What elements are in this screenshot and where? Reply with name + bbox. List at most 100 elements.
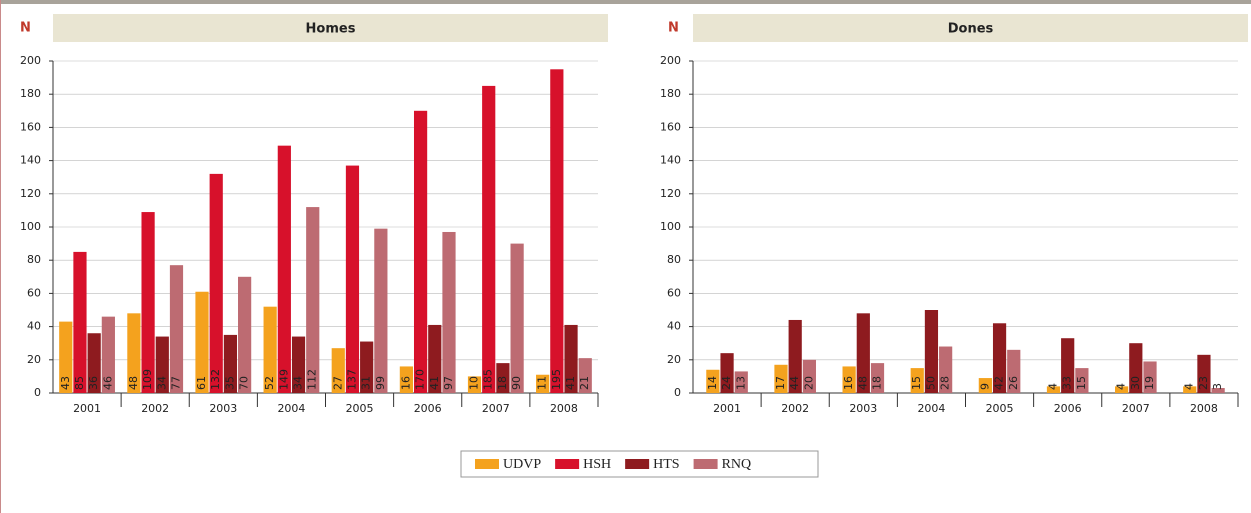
- y-tick-label: 60: [27, 286, 41, 299]
- bar: [374, 228, 388, 393]
- value-label: 109: [141, 369, 154, 390]
- y-tick-label: 0: [34, 386, 41, 399]
- y-tick-label: 180: [660, 87, 681, 100]
- legend-swatch: [475, 459, 499, 469]
- y-tick-label: 0: [674, 386, 681, 399]
- x-tick-label: 2002: [141, 402, 169, 415]
- bar: [306, 207, 320, 393]
- value-label: 137: [345, 369, 358, 390]
- value-label: 61: [195, 376, 208, 390]
- value-label: 48: [856, 376, 869, 390]
- value-label: 18: [496, 376, 509, 390]
- bar: [550, 69, 564, 394]
- legend-label: HSH: [583, 457, 611, 472]
- bar: [870, 363, 885, 393]
- axis-symbol: N: [20, 21, 31, 36]
- y-tick-label: 40: [27, 320, 41, 333]
- value-label: 30: [1129, 376, 1142, 390]
- value-label: 34: [155, 376, 168, 390]
- value-label: 97: [442, 376, 455, 390]
- value-label: 13: [734, 376, 747, 390]
- bar: [482, 85, 496, 394]
- bar: [788, 319, 802, 393]
- value-label: 34: [292, 376, 305, 390]
- bar: [195, 291, 209, 393]
- bar: [856, 313, 870, 393]
- bar: [442, 231, 456, 393]
- x-tick-label: 2007: [482, 402, 510, 415]
- bar: [331, 348, 345, 393]
- value-label: 44: [788, 376, 801, 390]
- legend-label: RNQ: [722, 457, 752, 472]
- y-tick-label: 200: [660, 54, 681, 67]
- top-bar: [0, 0, 1251, 4]
- bar: [345, 165, 360, 393]
- bar: [978, 378, 992, 393]
- value-label: 9: [978, 383, 991, 390]
- value-label: 27: [331, 376, 344, 390]
- value-label: 185: [482, 369, 495, 390]
- x-tick-label: 2002: [781, 402, 809, 415]
- x-tick-label: 2004: [277, 402, 305, 415]
- bar: [399, 366, 413, 393]
- bar: [496, 363, 510, 393]
- y-tick-label: 120: [660, 187, 681, 200]
- value-label: 28: [939, 376, 952, 390]
- y-tick-label: 100: [660, 220, 681, 233]
- bar: [1129, 343, 1143, 393]
- bar: [706, 369, 720, 393]
- y-tick-label: 160: [20, 120, 41, 133]
- value-label: 15: [910, 376, 923, 390]
- bar: [924, 310, 939, 393]
- x-tick-label: 2007: [1122, 402, 1150, 415]
- value-label: 26: [1007, 376, 1020, 390]
- x-tick-label: 2006: [414, 402, 442, 415]
- value-label: 36: [87, 376, 100, 390]
- value-label: 41: [564, 376, 577, 390]
- bar: [1211, 388, 1225, 393]
- value-label: 10: [468, 376, 481, 390]
- value-label: 46: [101, 376, 114, 390]
- x-tick-label: 2005: [346, 402, 374, 415]
- value-label: 70: [238, 376, 251, 390]
- bar: [209, 173, 223, 393]
- bar: [536, 374, 550, 393]
- value-label: 18: [871, 376, 884, 390]
- y-tick-label: 180: [20, 87, 41, 100]
- x-tick-label: 2008: [1190, 402, 1218, 415]
- value-label: 170: [414, 369, 427, 390]
- value-label: 17: [774, 376, 787, 390]
- bar: [1007, 349, 1021, 393]
- value-label: 24: [720, 376, 733, 390]
- value-label: 3: [1211, 383, 1224, 390]
- value-label: 4: [1183, 383, 1196, 390]
- value-label: 132: [209, 369, 222, 390]
- bar: [169, 265, 184, 393]
- value-label: 33: [1061, 376, 1074, 390]
- bar: [1046, 386, 1061, 393]
- title-box: [693, 14, 1248, 42]
- bar: [428, 324, 442, 393]
- y-tick-label: 160: [660, 120, 681, 133]
- bar: [1197, 354, 1211, 393]
- y-tick-label: 60: [667, 286, 681, 299]
- bar: [223, 334, 238, 393]
- bar: [467, 376, 482, 393]
- value-label: 35: [223, 376, 236, 390]
- bar: [510, 243, 524, 393]
- bar: [564, 324, 578, 393]
- x-tick-label: 2008: [550, 402, 578, 415]
- value-label: 21: [578, 376, 591, 390]
- x-tick-label: 2004: [917, 402, 945, 415]
- bar: [1075, 368, 1089, 393]
- bar: [1061, 338, 1075, 393]
- value-label: 4: [1115, 383, 1128, 390]
- value-label: 16: [399, 376, 412, 390]
- value-label: 15: [1075, 376, 1088, 390]
- bar: [774, 364, 788, 393]
- value-label: 90: [510, 376, 523, 390]
- x-tick-label: 2001: [73, 402, 101, 415]
- chart-title: Dones: [948, 22, 994, 37]
- value-label: 23: [1197, 376, 1210, 390]
